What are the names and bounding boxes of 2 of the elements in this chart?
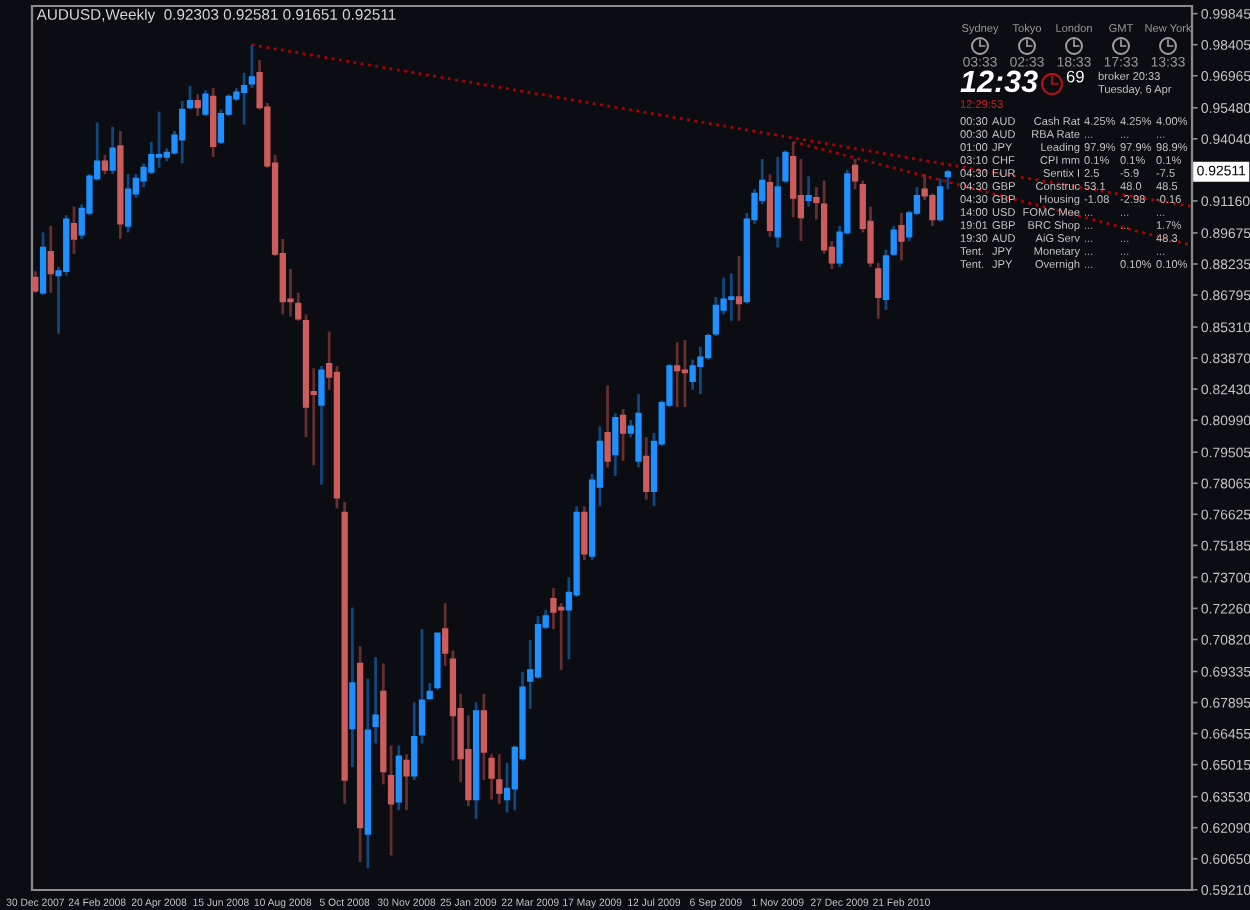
annotation: 69: [1066, 70, 1084, 83]
annotation: 12:33: [960, 70, 1038, 93]
